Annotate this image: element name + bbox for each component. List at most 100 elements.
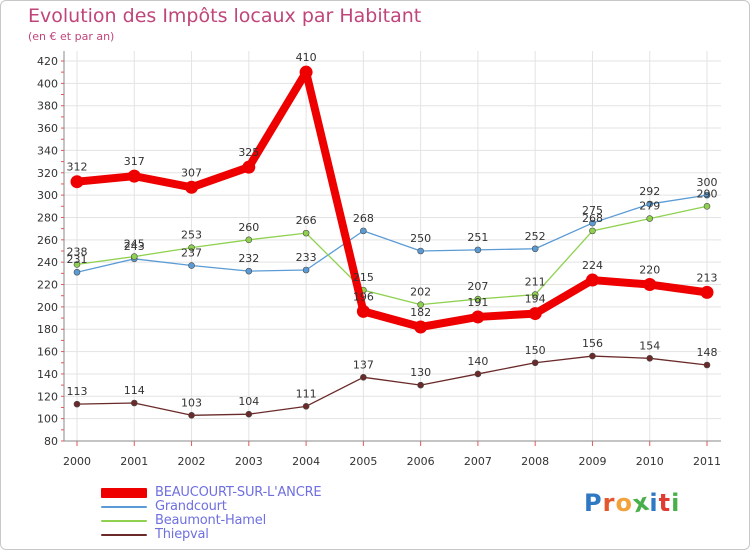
beaumont-hamel-point (589, 227, 596, 235)
beaucourt-data-label: 196 (353, 290, 374, 303)
grandcourt-data-label: 251 (467, 231, 488, 244)
beaucourt-point (414, 320, 428, 334)
thiepval-point (417, 381, 424, 389)
thiepval-point (245, 410, 253, 418)
beaucourt-data-label: 224 (582, 259, 603, 272)
thiepval-data-label: 140 (467, 355, 488, 368)
beaumont-hamel-point (73, 261, 81, 268)
y-tick-label: 220 (37, 279, 58, 292)
legend-item-grandcourt: Grandcourt (101, 500, 521, 514)
beaucourt-data-label: 220 (639, 264, 660, 277)
y-tick-label: 340 (37, 144, 58, 157)
beaucourt-point (185, 180, 199, 194)
logo-letter: o (615, 489, 633, 517)
grandcourt-point (589, 219, 596, 227)
grandcourt-point (360, 227, 367, 235)
grandcourt-data-label: 300 (697, 176, 718, 189)
legend-item-thiepval: Thiepval (101, 528, 521, 542)
grandcourt-data-label: 275 (582, 204, 603, 217)
beaumont-hamel-data-label: 207 (467, 280, 488, 293)
beaucourt-series-line (73, 68, 711, 331)
y-tick-label: 320 (37, 167, 58, 180)
beaumont-hamel-point (531, 291, 539, 298)
grandcourt-data-label: 268 (353, 212, 374, 225)
beaucourt-data-label: 325 (238, 146, 259, 159)
legend-label: Grandcourt (155, 499, 227, 514)
beaumont-hamel-point (188, 244, 195, 251)
line-chart: 80 100 120 140 160 180 200 220 240 260 280 300 320 34… (37, 51, 721, 468)
thiepval-data-label: 111 (296, 387, 317, 400)
beaumont-hamel-data-label: 245 (124, 238, 145, 251)
grandcourt-data-label: 292 (639, 185, 660, 198)
beaumont-hamel-point (417, 301, 424, 308)
y-tick-label: 360 (37, 122, 58, 135)
grandcourt-data-label: 232 (238, 252, 259, 265)
grandcourt-point (188, 262, 195, 269)
thiepval-series-line (76, 355, 708, 416)
beaucourt-point (299, 65, 313, 79)
beaucourt-point (700, 285, 714, 299)
grandcourt-point (646, 200, 654, 208)
y-tick-label: 240 (37, 256, 58, 269)
thiepval-point (703, 361, 711, 369)
chart-legend: BEAUCOURT-SUR-L'ANCRE Grandcourt Beaumont-… (101, 486, 521, 542)
grandcourt-series-line (76, 194, 708, 273)
x-tick-label: 2002 (178, 455, 206, 468)
beaucourt-data-label: 410 (296, 51, 317, 64)
x-tick-label: 2000 (63, 455, 91, 468)
thiepval-data-label: 114 (124, 384, 145, 397)
thiepval-data-label: 137 (353, 358, 374, 371)
thiepval-point (130, 399, 138, 407)
x-tick-label: 2007 (464, 455, 492, 468)
y-tick-label: 420 (37, 55, 58, 68)
y-tick-label: 380 (37, 100, 58, 113)
grandcourt-point (245, 267, 253, 275)
grandcourt-data-label: 231 (67, 253, 88, 266)
legend-label: Beaumont-Hamel (155, 513, 266, 528)
logo-letter: i (671, 489, 681, 517)
beaucourt-point (356, 304, 370, 318)
legend-item-beaumont-hamel: Beaumont-Hamel (101, 514, 521, 528)
legend-swatch (101, 520, 147, 522)
beaumont-hamel-data-label: 266 (296, 214, 317, 227)
y-tick-label: 300 (37, 189, 58, 202)
thiepval-point (646, 354, 654, 362)
beaucourt-point (471, 310, 485, 324)
y-tick-label: 400 (37, 77, 58, 90)
beaucourt-point (528, 307, 542, 321)
beaumont-hamel-data-label: 238 (67, 245, 88, 258)
x-tick-label: 2009 (578, 455, 606, 468)
x-tick-label: 2001 (120, 455, 148, 468)
beaumont-hamel-data-label: 290 (697, 187, 718, 200)
logo-letter: P (584, 489, 603, 517)
x-tick-label: 2006 (407, 455, 435, 468)
beaumont-hamel-series-line (76, 205, 708, 306)
beaucourt-data-label: 312 (67, 161, 88, 174)
beaucourt-point (643, 278, 657, 292)
grandcourt-point (417, 247, 424, 255)
x-tick-label: 2008 (521, 455, 549, 468)
beaucourt-point (70, 175, 84, 189)
x-tick-label: 2003 (235, 455, 263, 468)
x-tick-label: 2011 (693, 455, 721, 468)
beaumont-hamel-data-label: 279 (639, 200, 660, 213)
y-tick-label: 200 (37, 301, 58, 314)
chart-title: Evolution des Impôts locaux par Habitant (28, 5, 422, 27)
thiepval-data-label: 103 (181, 396, 202, 409)
thiepval-point (188, 411, 195, 419)
y-tick-label: 180 (37, 323, 58, 336)
beaucourt-data-label: 194 (525, 293, 546, 306)
x-tick-label: 2010 (636, 455, 664, 468)
beaumont-hamel-point (130, 253, 138, 260)
grandcourt-data-label: 252 (525, 230, 546, 243)
thiepval-point (474, 370, 482, 378)
beaucourt-data-label: 182 (410, 306, 431, 319)
beaumont-hamel-point (245, 236, 253, 244)
y-tick-label: 80 (44, 435, 58, 448)
thiepval-data-label: 150 (525, 344, 546, 357)
beaumont-hamel-point (646, 215, 654, 222)
thiepval-data-label: 154 (639, 339, 660, 352)
chart-subtitle: (en € et par an) (28, 30, 115, 43)
thiepval-data-label: 130 (410, 366, 431, 379)
x-tick-label: 2005 (349, 455, 377, 468)
